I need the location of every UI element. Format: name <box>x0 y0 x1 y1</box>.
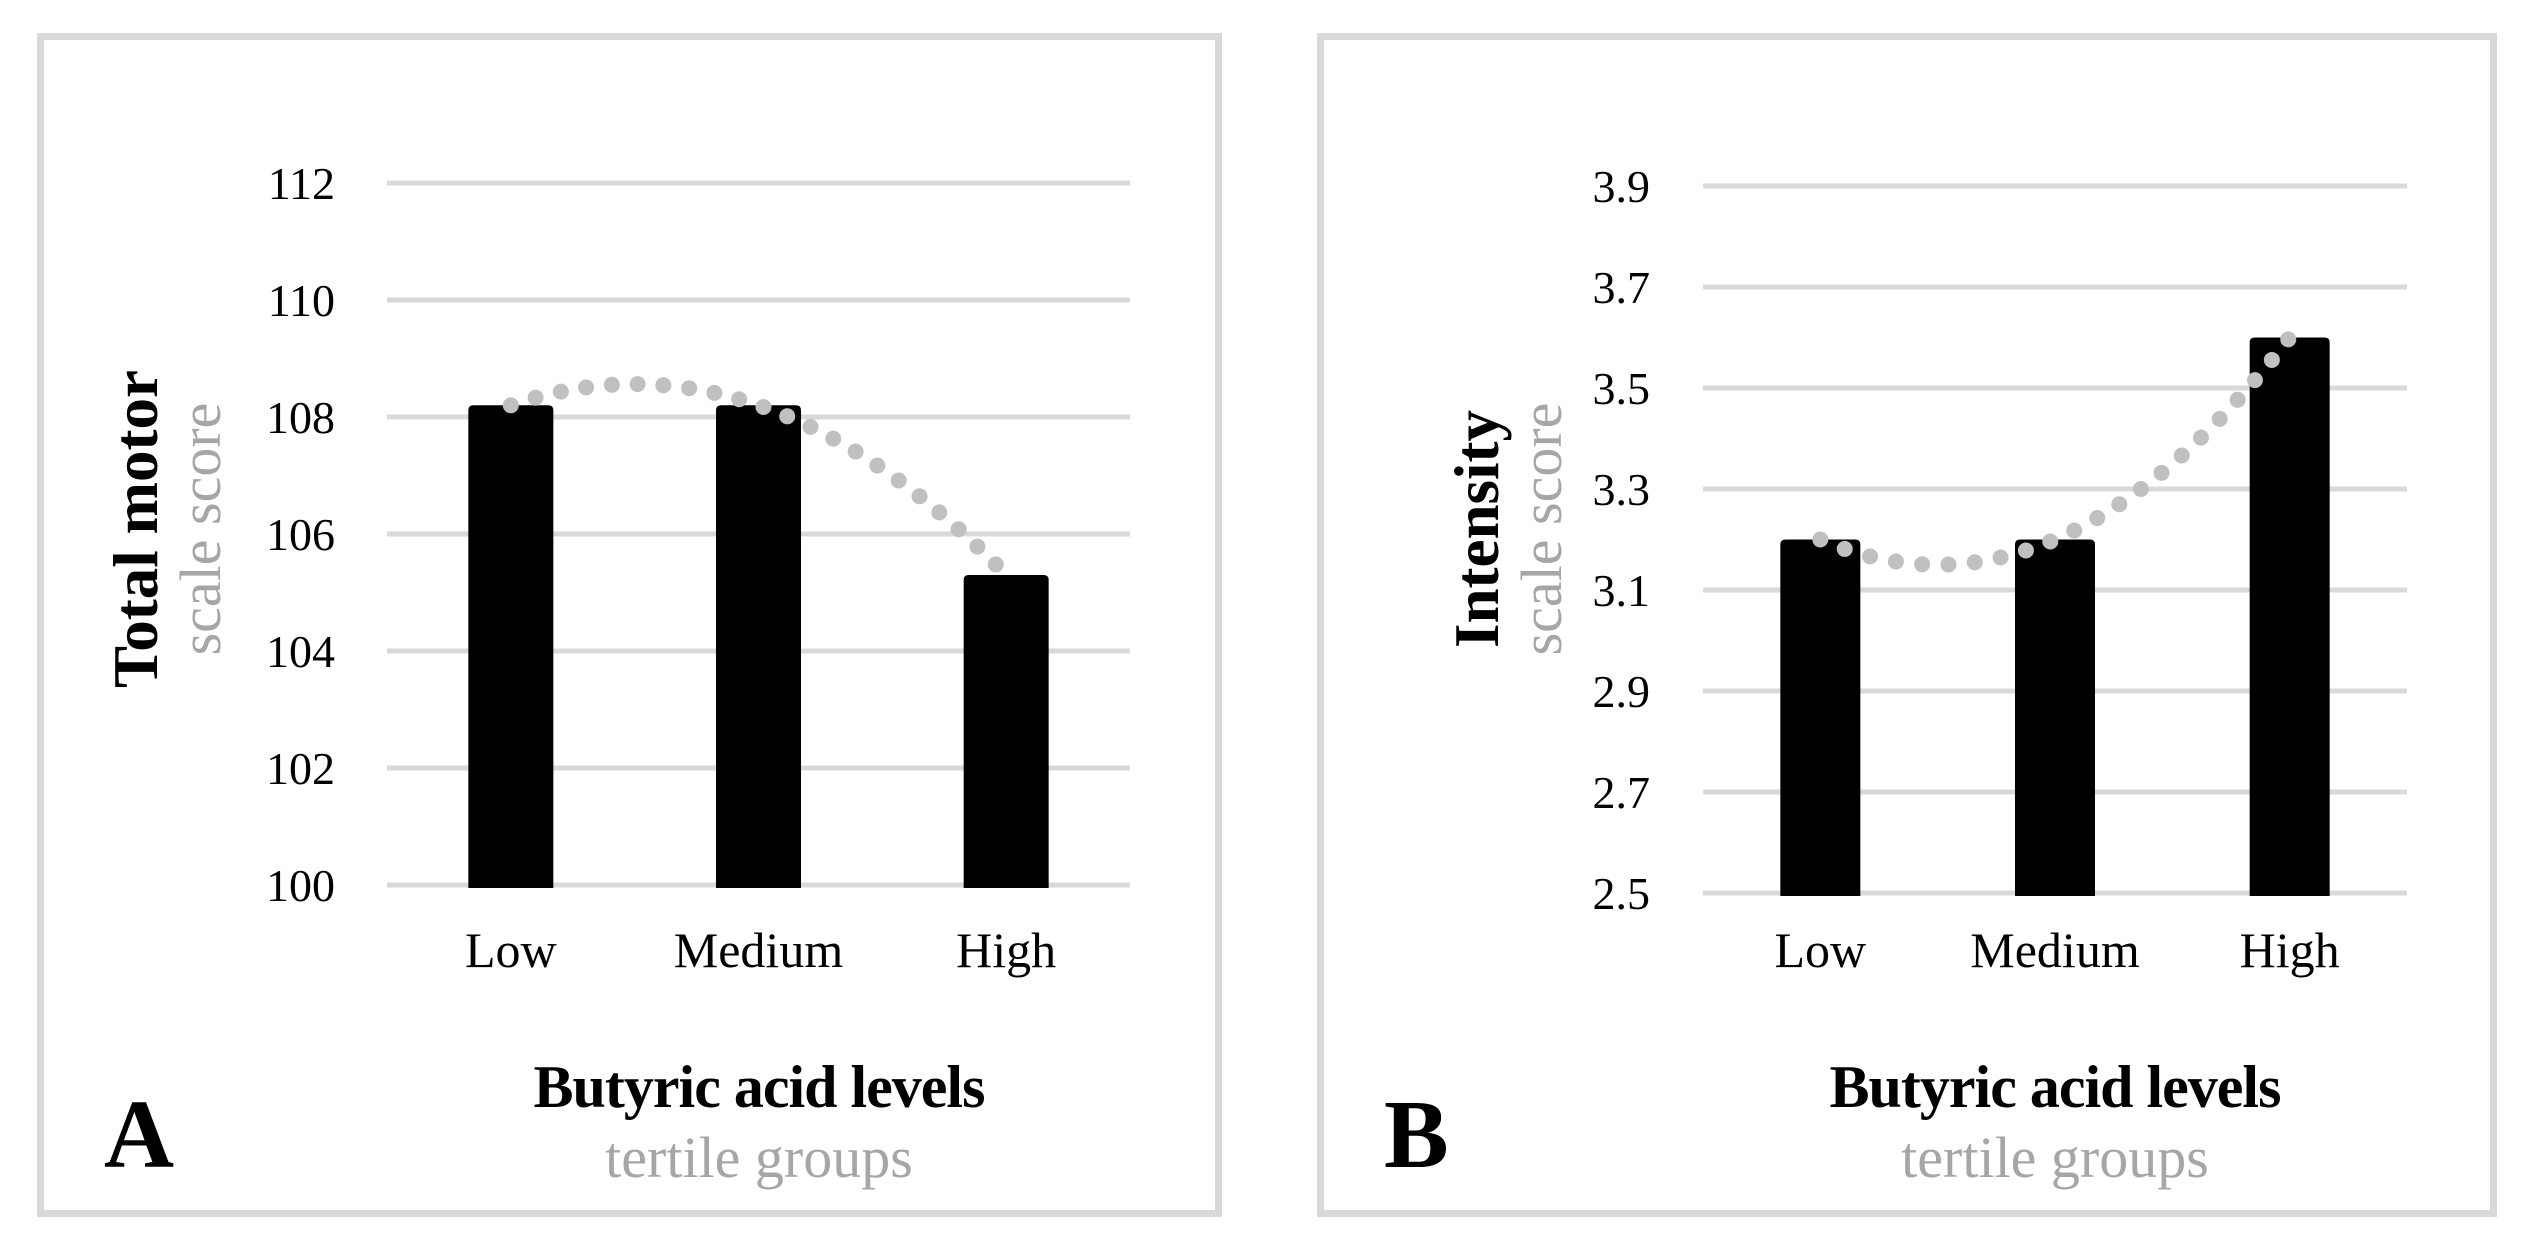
trend-dot <box>987 556 1004 573</box>
panel-b: 3.9 3.7 3.5 3.3 3.1 2.9 2.7 2.5 Low Medium High In… <box>1317 33 2497 1217</box>
y-tick-label: 3.1 <box>1593 565 1651 616</box>
panel-a: 112 110 108 106 104 102 100 Low Medium High Total… <box>37 33 1222 1217</box>
trend-dot <box>1836 540 1853 557</box>
bar <box>2249 337 2330 896</box>
trend-dot <box>847 443 864 460</box>
x-category-label: High <box>956 922 1056 978</box>
trend-dot <box>2153 464 2170 481</box>
trend-dot <box>2263 351 2280 368</box>
x-category-label: Medium <box>674 922 844 978</box>
trend-dot <box>706 384 723 401</box>
trend-dot <box>2280 331 2297 348</box>
gridline <box>1703 183 2407 189</box>
gridline <box>387 180 1130 186</box>
trend-dot <box>1914 556 1931 573</box>
bar-chart-b: 3.9 3.7 3.5 3.3 3.1 2.9 2.7 2.5 Low Medium High <box>1593 161 2407 978</box>
trend-dot <box>2017 542 2034 559</box>
trend-dot <box>2042 533 2059 550</box>
y-tick-label: 3.7 <box>1593 262 1651 313</box>
trend-dot <box>2211 410 2228 427</box>
trend-dot <box>2066 522 2083 539</box>
trend-dot <box>2246 372 2263 389</box>
y-tick-label: 2.9 <box>1593 666 1651 717</box>
bar <box>1780 539 1861 896</box>
trend-dot <box>2173 447 2190 464</box>
gridline <box>1703 385 2407 391</box>
y-tick-label: 3.3 <box>1593 464 1651 515</box>
trend-dot <box>931 504 948 521</box>
trend-dot <box>969 538 986 555</box>
trend-dot <box>1966 554 1983 571</box>
trend-dot <box>779 408 796 425</box>
y-tick-label: 2.5 <box>1593 868 1651 919</box>
trend-dot <box>2192 429 2209 446</box>
trend-dot <box>552 383 569 400</box>
bar-chart-a: 112 110 108 106 104 102 100 Low Medium High <box>266 158 1130 978</box>
trend-dot <box>869 457 886 474</box>
bar <box>716 405 801 888</box>
gridline <box>1703 486 2407 492</box>
trend-dot <box>2089 510 2106 527</box>
trend-dot <box>578 379 595 396</box>
y-tick-label: 106 <box>266 509 335 560</box>
y-tick-label: 3.5 <box>1593 363 1651 414</box>
trend-dot <box>1887 553 1904 570</box>
trend-dot <box>2229 391 2246 408</box>
gridline <box>387 297 1130 303</box>
y-tick-label: 110 <box>268 275 335 326</box>
x-category-label: Low <box>465 922 557 978</box>
bar <box>468 405 554 888</box>
bar <box>2015 539 2095 896</box>
trend-dot <box>681 380 698 397</box>
trend-dot <box>502 397 519 414</box>
y-tick-label: 3.9 <box>1593 161 1651 212</box>
trend-dot <box>629 376 646 393</box>
y-tick-label: 100 <box>266 860 335 911</box>
trend-dot <box>1940 556 1957 573</box>
y-tick-label: 102 <box>266 743 335 794</box>
trend-dot <box>950 521 967 538</box>
trend-dot <box>1862 548 1879 565</box>
trend-dot <box>890 472 907 489</box>
x-category-label: Medium <box>1970 922 2140 978</box>
x-category-label: Low <box>1775 922 1867 978</box>
trend-dot <box>911 488 928 505</box>
trend-dot <box>527 389 544 406</box>
trend-dot <box>1812 531 1829 548</box>
y-tick-label: 2.7 <box>1593 767 1651 818</box>
bar <box>963 574 1049 888</box>
y-tick-label: 104 <box>266 626 335 677</box>
y-tick-label: 108 <box>266 392 335 443</box>
gridline <box>1703 284 2407 290</box>
trend-dot <box>825 430 842 447</box>
trend-dot <box>655 377 672 394</box>
trend-dot <box>731 391 748 408</box>
trend-dot <box>802 418 819 435</box>
trend-dot <box>603 376 620 393</box>
x-category-label: High <box>2240 922 2340 978</box>
trend-dot <box>2111 496 2128 513</box>
trend-dot <box>755 399 772 416</box>
trend-dot <box>2132 481 2149 498</box>
trend-dot <box>1992 549 2009 566</box>
y-tick-label: 112 <box>268 158 335 209</box>
